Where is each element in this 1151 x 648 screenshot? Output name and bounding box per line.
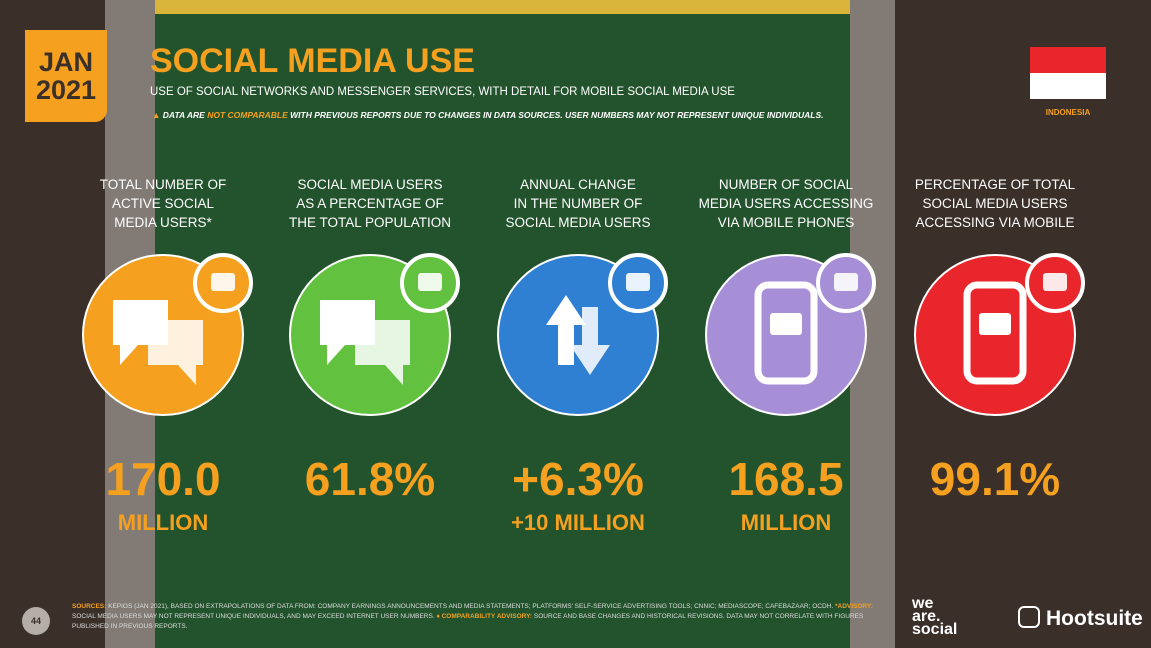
badge-glyph [418, 273, 442, 291]
owl-icon [1018, 606, 1040, 628]
badge-glyph [626, 273, 650, 291]
flag-white [1030, 73, 1106, 99]
brand-line: social [912, 621, 958, 638]
stat-icon [705, 253, 876, 416]
stat-icon [289, 253, 460, 416]
stat-label: AS A PERCENTAGE OF [296, 196, 444, 211]
warning-icon: ▲ [152, 110, 161, 120]
phone [963, 281, 1027, 385]
chat [979, 313, 1011, 335]
flag [1030, 47, 1106, 99]
brand-logo: we are. social [912, 595, 958, 638]
chat [148, 320, 203, 385]
badge-month: JAN [38, 47, 93, 77]
stat-label: TOTAL NUMBER OF [99, 177, 227, 192]
stat-value: 168.5 [728, 453, 844, 505]
stat-label: VIA MOBILE PHONES [717, 215, 855, 230]
stat-label: MEDIA USERS ACCESSING [698, 196, 874, 211]
stat-value: 99.1% [929, 453, 1061, 505]
badge-glyph [1043, 273, 1067, 291]
flag-red [1030, 47, 1106, 73]
warning-text: DATA ARE [162, 110, 208, 120]
badge-glyph [834, 273, 858, 291]
stat-label: SOCIAL MEDIA USERS [922, 196, 1068, 211]
badge-glyph [211, 273, 235, 291]
stat-unit: MILLION [740, 510, 832, 535]
stat-label: MEDIA USERS* [114, 215, 212, 230]
title: SOCIAL MEDIA USE [150, 42, 475, 80]
stat-value: 170.0 [105, 453, 221, 505]
stat-label: SOCIAL MEDIA USERS [297, 177, 443, 192]
arrow-down [570, 307, 610, 375]
stat-label: IN THE NUMBER OF [513, 196, 643, 211]
brand-line: are. [912, 608, 941, 625]
warning: ▲ DATA ARE NOT COMPARABLE WITH PREVIOUS … [152, 110, 824, 120]
stat-value: +6.3% [512, 453, 644, 505]
page-number: 44 [22, 607, 50, 635]
stat-icon [914, 253, 1085, 416]
stat-value: 61.8% [304, 453, 436, 505]
sources: SOURCES: KEPIOS (JAN 2021), BASED ON EXT… [72, 602, 892, 632]
brand-line: we [912, 595, 934, 612]
sources-label: *ADVISORY: [834, 603, 873, 610]
stat-unit: +10 MILLION [511, 510, 645, 535]
stat-icon [497, 253, 668, 416]
subtitle: USE OF SOCIAL NETWORKS AND MESSENGER SER… [150, 86, 735, 98]
phone [754, 281, 818, 385]
sources-text: KEPIOS (JAN 2021), BASED ON EXTRAPOLATIO… [106, 603, 835, 610]
stat-label: THE TOTAL POPULATION [288, 215, 452, 230]
stat-icon [82, 253, 253, 416]
stat-label: ACTIVE SOCIAL [111, 196, 215, 211]
sources-label: SOURCES: [72, 603, 107, 610]
warning-text: WITH PREVIOUS REPORTS DUE TO CHANGES IN … [287, 110, 824, 120]
chat [320, 300, 375, 365]
stat-label: ANNUAL CHANGE [520, 177, 636, 192]
brand-text: Hootsuite [1046, 607, 1143, 630]
stat-unit: MILLION [117, 510, 209, 535]
chat [113, 300, 168, 365]
stat-label: NUMBER OF SOCIAL [718, 177, 854, 192]
sources-text: SOURCE AND BASE CHANGES AND HISTORICAL R… [72, 613, 864, 630]
arrow-up [546, 295, 586, 365]
sources-text: SOCIAL MEDIA USERS MAY NOT REPRESENT UNI… [72, 613, 437, 620]
country: INDONESIA [1045, 108, 1091, 117]
date-badge: JAN 2021 [25, 30, 107, 122]
warning-highlight: NOT COMPARABLE [207, 110, 288, 120]
chat [770, 313, 802, 335]
brand-logo: Hootsuite [1018, 606, 1143, 631]
badge-year: 2021 [35, 75, 97, 105]
sources-label: ♦ COMPARABILITY ADVISORY: [436, 613, 533, 620]
stat-label: PERCENTAGE OF TOTAL [914, 177, 1076, 192]
chat [355, 320, 410, 385]
stat-label: SOCIAL MEDIA USERS [505, 215, 651, 230]
stat-label: ACCESSING VIA MOBILE [915, 215, 1075, 230]
